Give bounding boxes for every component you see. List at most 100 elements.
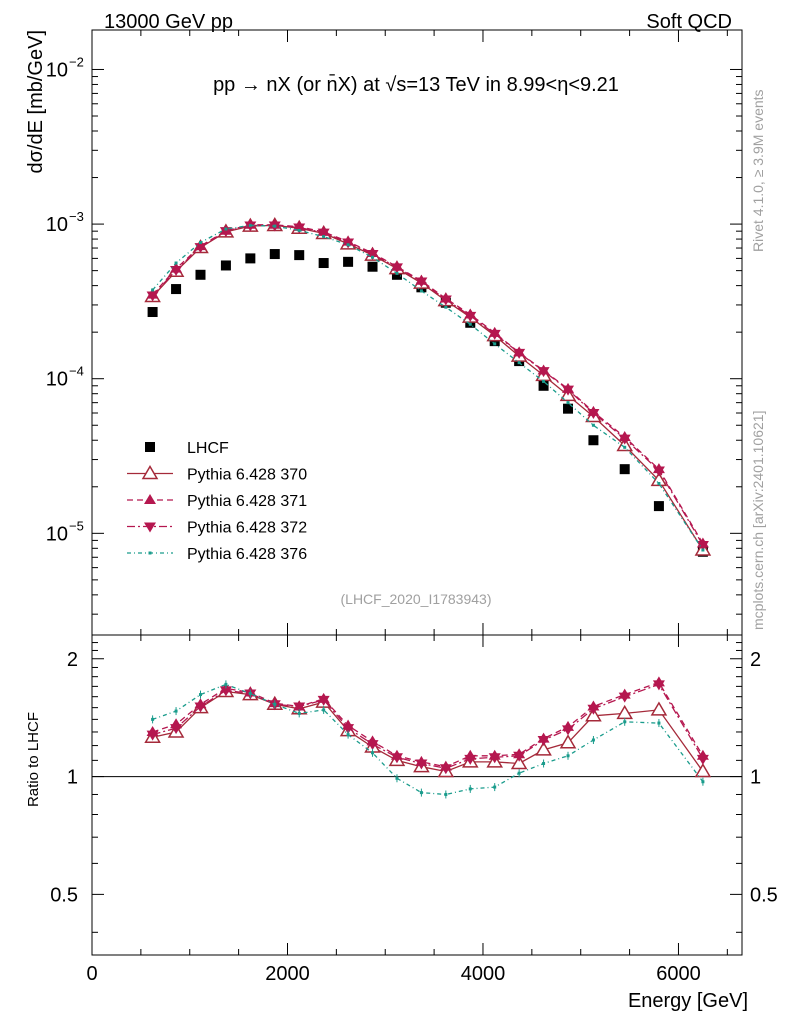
series-marker-3	[194, 243, 207, 254]
ratio-marker-4	[395, 776, 399, 780]
ratio-tick-label: 0.5	[750, 884, 778, 906]
ratio-marker-4	[273, 702, 277, 706]
ratio-marker-4	[444, 792, 448, 796]
series-marker-4	[248, 223, 252, 227]
series-marker-4	[657, 482, 661, 486]
series-marker-3	[562, 385, 575, 396]
series-line-3	[152, 224, 704, 546]
ratio-marker-3	[194, 702, 207, 713]
ratio-marker-4	[248, 692, 252, 696]
ratio-tick-label: 2	[750, 649, 761, 671]
x-tick-label: 6000	[656, 963, 701, 985]
lhcf-data-point	[318, 258, 329, 269]
series-marker-4	[542, 379, 546, 383]
ratio-marker-3	[652, 680, 665, 691]
ratio-y-axis-label: Ratio to LHCF	[25, 712, 42, 807]
ratio-marker-1	[650, 701, 668, 716]
series-marker-3	[390, 263, 403, 274]
ratio-marker-3	[146, 730, 159, 741]
legend-marker	[144, 494, 156, 504]
lhcf-data-point	[653, 501, 664, 512]
ratio-line-1	[152, 690, 704, 773]
legend-label: Pythia 6.428 371	[187, 493, 307, 510]
y-tick-exponent: −3	[69, 209, 84, 224]
series-marker-3	[652, 466, 665, 477]
ratio-marker-1	[535, 741, 552, 756]
ratio-marker-3	[537, 736, 550, 747]
y-tick-label: 10	[46, 523, 68, 545]
y-tick-label: 10	[46, 59, 68, 81]
ratio-series	[144, 676, 712, 799]
ratio-tick-label: 2	[67, 649, 78, 671]
ratio-marker-4	[468, 787, 472, 791]
series-line-1	[152, 224, 704, 551]
ratio-tick-label: 1	[67, 767, 78, 789]
ratio-marker-4	[297, 711, 301, 715]
analysis-id-label: (LHCF_2020_I1783943)	[341, 591, 492, 607]
lhcf-data-point	[367, 261, 378, 272]
series-marker-4	[224, 227, 228, 231]
series-marker-4	[151, 288, 155, 292]
y-tick-exponent: −5	[69, 518, 84, 533]
legend-marker-lhcf	[145, 442, 155, 452]
lhcf-data-point	[538, 380, 549, 391]
legend-label: Pythia 6.428 376	[187, 546, 307, 563]
ratio-marker-4	[198, 693, 202, 697]
legend-label: Pythia 6.428 370	[187, 467, 307, 484]
series-marker-3	[488, 329, 501, 340]
plot-title: pp → nX (or n̄X) at √s=13 TeV in 8.99<η<…	[213, 73, 619, 96]
ratio-line-4	[152, 683, 704, 796]
ratio-marker-1	[559, 734, 577, 749]
legend-label: Pythia 6.428 372	[187, 520, 307, 537]
lhcf-data-point	[343, 256, 354, 267]
ratio-marker-3	[170, 724, 183, 735]
ratio-marker-4	[493, 785, 497, 789]
legend: LHCF Pythia 6.428 370 Pythia 6.428 371 Pyth…	[127, 440, 307, 563]
ratio-marker-3	[618, 692, 631, 703]
ratio-marker-3	[439, 764, 452, 775]
ratio-marker-3	[488, 753, 501, 764]
ratio-marker-3	[293, 702, 306, 713]
series-marker-4	[623, 445, 627, 449]
lhcf-data-point	[269, 249, 280, 260]
ratio-marker-3	[696, 754, 709, 765]
legend-marker	[141, 465, 159, 480]
ratio-marker-4	[346, 733, 350, 737]
series-marker-4	[468, 322, 472, 326]
rivet-version-label: Rivet 4.1.0, ≥ 3.9M events	[750, 89, 766, 252]
series-marker-4	[493, 342, 497, 346]
ratio-tick-label: 1	[750, 767, 761, 789]
ratio-marker-1	[510, 754, 528, 770]
ratio-marker-3	[317, 695, 330, 706]
series-marker-4	[395, 271, 399, 275]
y-tick-label: 10	[46, 369, 68, 391]
y-tick-exponent: −4	[69, 364, 84, 379]
lhcf-data-point	[619, 464, 630, 475]
header-left-label: 13000 GeV pp	[104, 11, 233, 33]
series-marker-3	[317, 228, 330, 239]
x-axis-label: Energy [GeV]	[628, 990, 748, 1012]
mcplots-label: mcplots.cern.ch [arXiv:2401.10621]	[750, 411, 766, 630]
series-marker-4	[198, 241, 202, 245]
x-tick-label: 4000	[461, 963, 506, 985]
ratio-marker-4	[419, 791, 423, 795]
series-marker-3	[587, 409, 600, 420]
ratio-marker-4	[174, 709, 178, 713]
ratio-marker-3	[342, 724, 355, 735]
series-marker-3	[170, 265, 183, 276]
ratio-marker-3	[390, 753, 403, 764]
ratio-marker-4	[542, 761, 546, 765]
x-tick-label: 2000	[265, 963, 310, 985]
series-marker-4	[444, 305, 448, 309]
series-marker-3	[415, 277, 428, 288]
series-marker-4	[419, 289, 423, 293]
ratio-marker-4	[591, 738, 595, 742]
lhcf-data-point	[588, 435, 599, 446]
ratio-marker-4	[657, 721, 661, 725]
ratio-plot-frame	[91, 634, 743, 956]
main-series	[144, 216, 712, 557]
ratio-marker-4	[623, 720, 627, 724]
legend-marker	[148, 551, 152, 555]
